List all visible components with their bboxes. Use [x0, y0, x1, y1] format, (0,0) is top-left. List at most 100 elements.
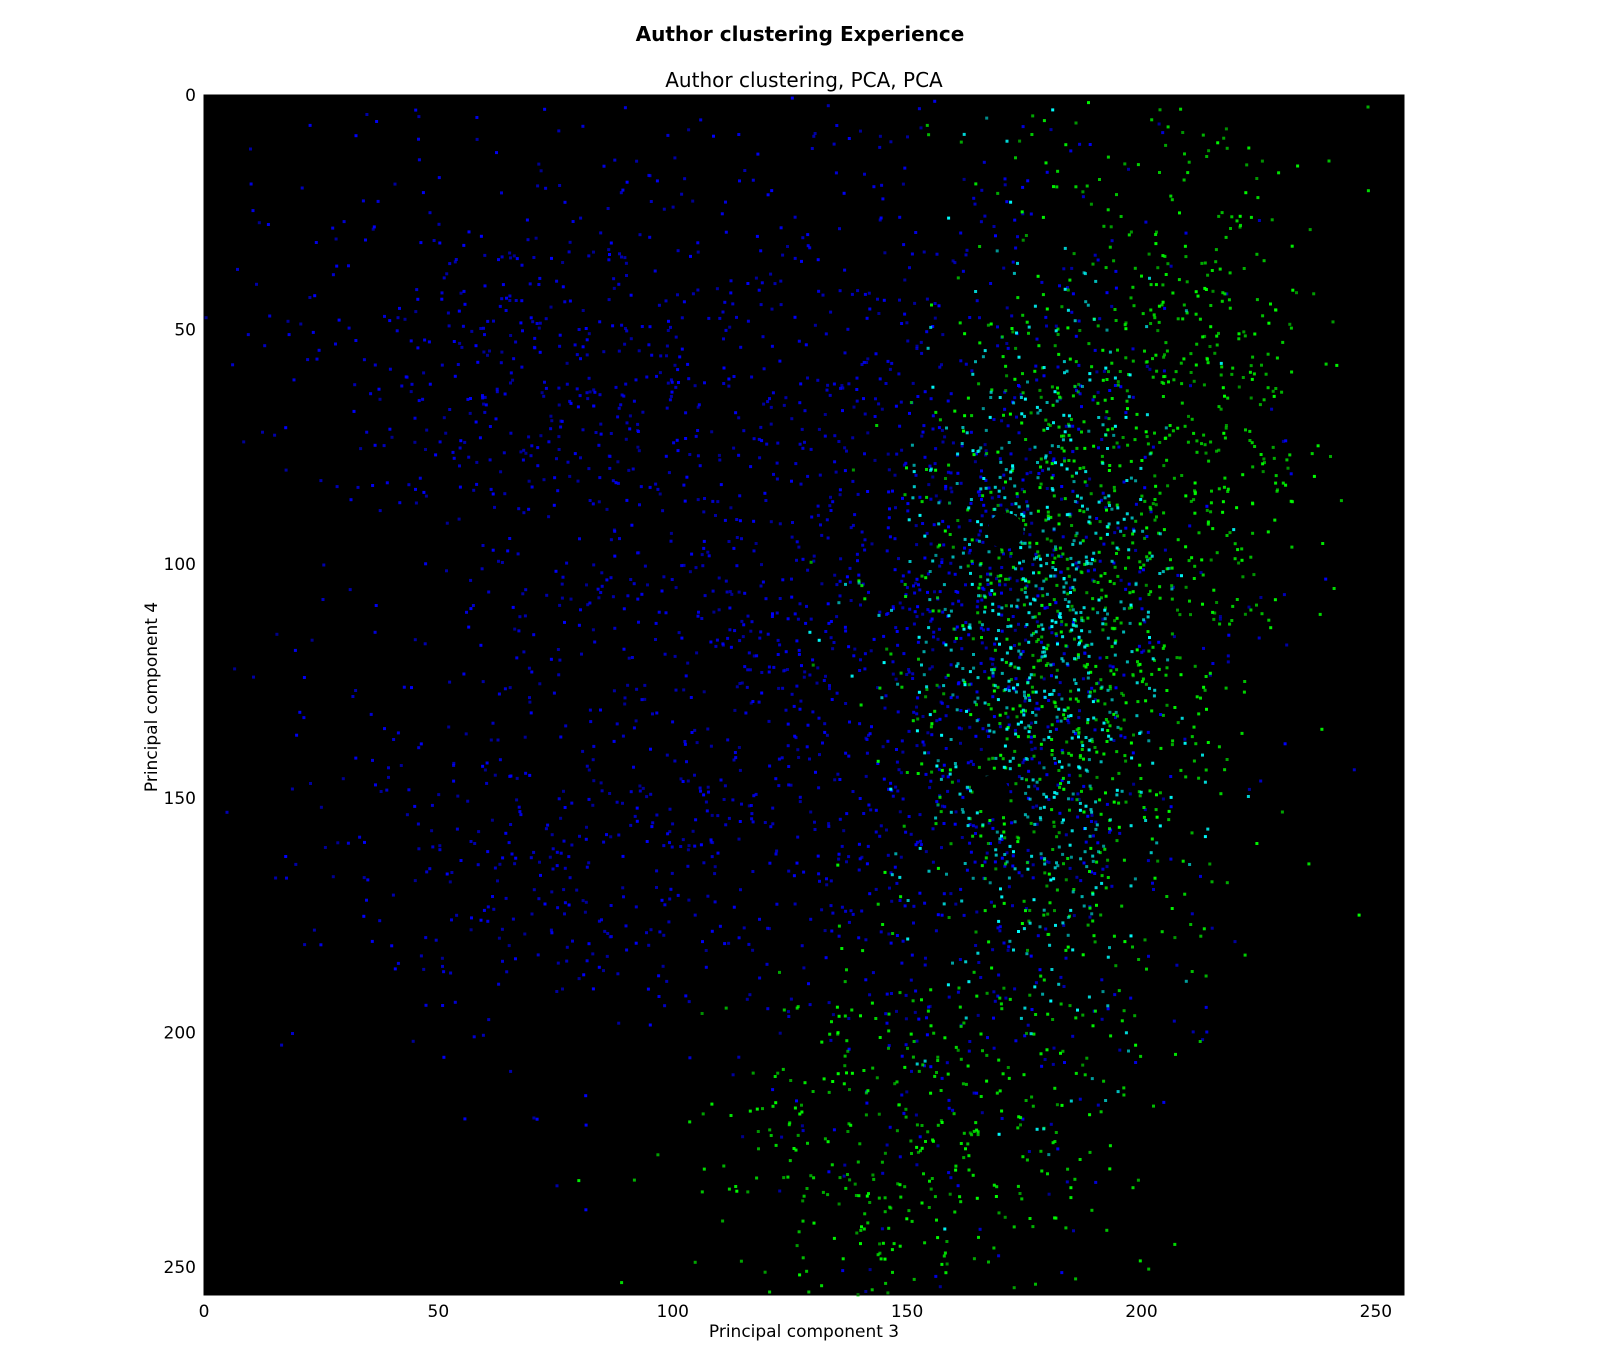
- density-point: [1114, 716, 1117, 720]
- density-point: [869, 808, 873, 812]
- density-point: [1280, 390, 1284, 394]
- density-point: [986, 578, 990, 582]
- density-point: [527, 435, 531, 439]
- density-point: [971, 834, 975, 838]
- density-point: [1228, 622, 1232, 626]
- density-point: [1041, 529, 1045, 533]
- density-point: [1051, 1062, 1055, 1066]
- density-point: [923, 556, 927, 560]
- density-point: [989, 842, 992, 845]
- density-point: [822, 1077, 826, 1081]
- density-point: [1062, 713, 1066, 717]
- density-point: [1039, 564, 1043, 568]
- density-point: [452, 340, 456, 343]
- density-point: [421, 397, 425, 401]
- density-point: [903, 904, 907, 908]
- density-point: [1200, 442, 1203, 446]
- density-point: [683, 499, 687, 503]
- density-point: [1099, 760, 1103, 764]
- density-point: [438, 848, 442, 852]
- density-point: [1123, 735, 1127, 739]
- density-point: [1078, 392, 1082, 396]
- density-point: [515, 776, 519, 780]
- density-point: [1120, 904, 1124, 908]
- density-point: [1017, 622, 1020, 626]
- density-point: [912, 904, 916, 908]
- density-point: [1042, 913, 1046, 917]
- density-point: [1092, 934, 1096, 938]
- density-point: [741, 635, 745, 639]
- density-point: [670, 380, 674, 384]
- density-point: [790, 577, 793, 581]
- density-point: [885, 1021, 889, 1025]
- density-point: [1039, 856, 1043, 860]
- density-point: [1028, 533, 1032, 537]
- density-point: [693, 913, 697, 917]
- density-point: [1050, 444, 1054, 448]
- density-point: [1018, 139, 1022, 143]
- density-point: [732, 758, 736, 762]
- density-point: [1096, 681, 1100, 685]
- density-point: [1307, 862, 1311, 866]
- density-point: [827, 824, 831, 828]
- density-point: [1046, 514, 1050, 518]
- density-point: [864, 1091, 868, 1095]
- density-point: [453, 260, 457, 264]
- density-point: [1054, 632, 1058, 636]
- density-point: [961, 678, 965, 682]
- density-point: [789, 1079, 793, 1082]
- density-point: [969, 430, 973, 434]
- density-point: [1064, 956, 1068, 960]
- density-point: [766, 193, 770, 197]
- density-point: [805, 745, 809, 749]
- density-point: [1067, 600, 1071, 604]
- density-point: [969, 501, 973, 505]
- density-point: [1067, 773, 1071, 777]
- density-point: [959, 1057, 963, 1061]
- density-point: [1072, 618, 1076, 621]
- density-point: [1198, 317, 1202, 321]
- density-point: [225, 810, 229, 814]
- density-point: [759, 584, 763, 588]
- density-point: [337, 318, 341, 322]
- density-point: [949, 392, 953, 396]
- density-point: [946, 705, 950, 709]
- density-point: [1134, 502, 1138, 506]
- density-point: [843, 268, 847, 272]
- density-point: [1045, 537, 1049, 541]
- density-point: [965, 868, 969, 872]
- density-point: [800, 1110, 804, 1114]
- density-point: [1152, 694, 1156, 698]
- density-point: [1088, 477, 1092, 481]
- density-point: [909, 1139, 913, 1143]
- density-point: [1155, 841, 1159, 845]
- density-point: [888, 1205, 892, 1209]
- density-point: [1043, 695, 1047, 699]
- density-point: [686, 848, 690, 852]
- density-point: [951, 555, 955, 559]
- density-point: [1179, 361, 1183, 365]
- density-point: [1061, 751, 1065, 755]
- density-point: [727, 384, 731, 388]
- density-point: [987, 821, 991, 825]
- density-point: [1318, 612, 1322, 616]
- density-point: [1131, 285, 1135, 289]
- density-point: [829, 879, 833, 883]
- density-point: [1224, 424, 1228, 427]
- density-point: [874, 397, 877, 401]
- density-point: [598, 320, 602, 324]
- density-point: [1115, 546, 1119, 550]
- density-point: [1122, 1086, 1126, 1090]
- density-point: [683, 740, 687, 743]
- density-point: [695, 741, 699, 745]
- density-point: [1352, 768, 1356, 772]
- density-point: [1167, 809, 1171, 813]
- density-point: [1140, 512, 1143, 516]
- density-point: [648, 325, 652, 329]
- density-point: [1138, 622, 1142, 626]
- density-point: [885, 992, 889, 996]
- density-point: [1223, 394, 1226, 398]
- density-point: [915, 1062, 919, 1066]
- density-point: [1321, 542, 1325, 545]
- density-point: [760, 563, 763, 567]
